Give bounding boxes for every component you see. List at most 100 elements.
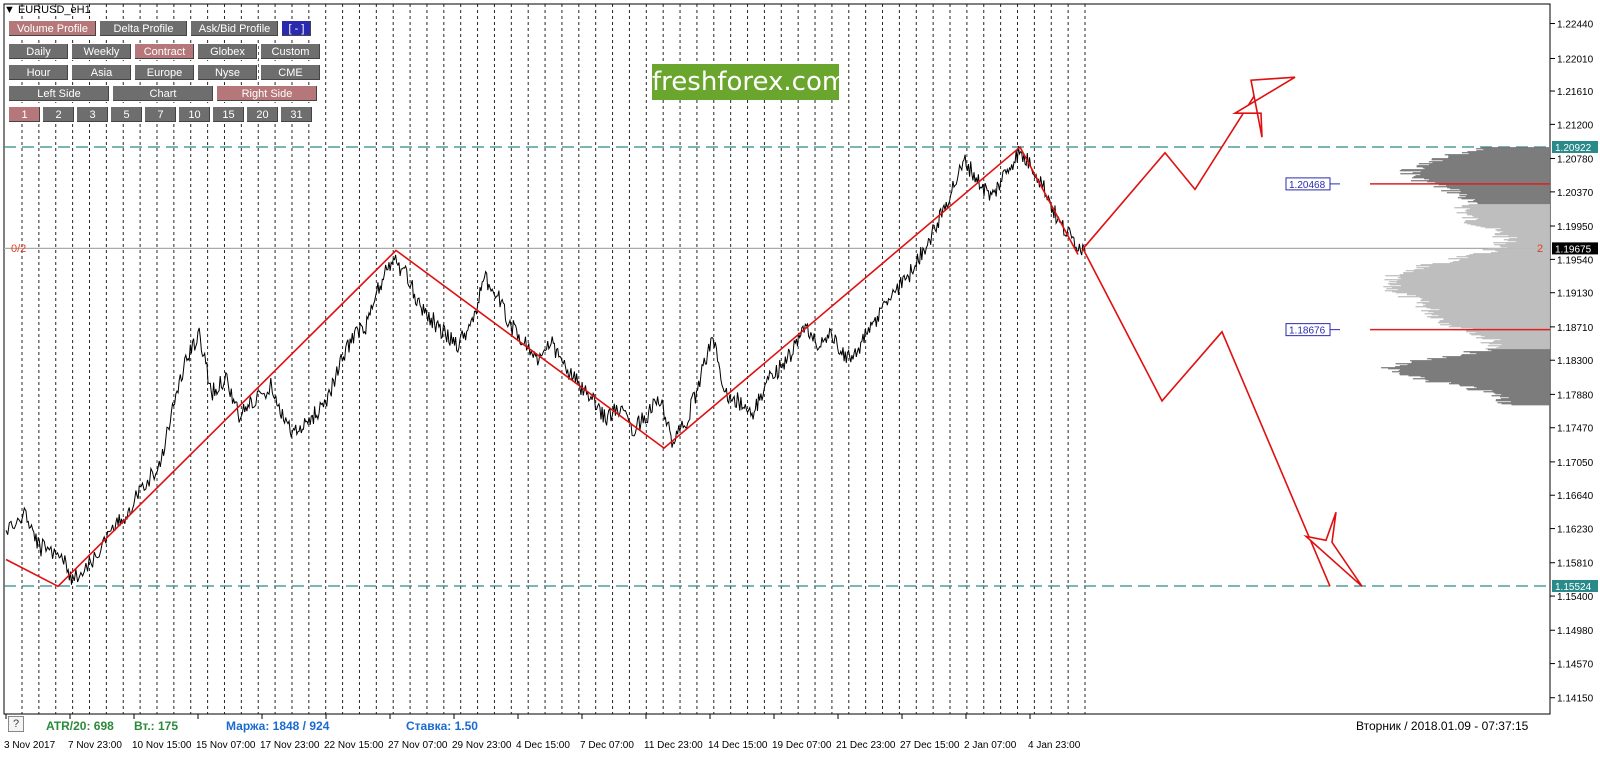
profile-bar: [1476, 150, 1550, 152]
profile-bar: [1411, 361, 1550, 363]
profile-bar: [1457, 197, 1550, 199]
profile-bar: [1480, 335, 1550, 337]
profile-bar: [1423, 305, 1550, 307]
profile-bar: [1458, 384, 1550, 386]
profile-bar: [1497, 251, 1550, 253]
panel-button-europe[interactable]: Europe: [134, 64, 195, 81]
profile-bar: [1398, 370, 1550, 372]
profile-bar: [1400, 173, 1550, 175]
profile-bar: [1415, 265, 1550, 267]
profile-bar: [1442, 356, 1550, 358]
profile-bar: [1501, 394, 1550, 396]
profile-bar: [1485, 348, 1550, 350]
profile-bar: [1428, 380, 1550, 382]
panel-button-contract[interactable]: Contract: [134, 43, 195, 60]
profile-bar: [1466, 209, 1550, 211]
panel-button-daily[interactable]: Daily: [8, 43, 69, 60]
profile-bar: [1441, 190, 1550, 192]
profile-bar: [1501, 344, 1550, 346]
panel-button-asia[interactable]: Asia: [71, 64, 132, 81]
forecast-up-line: [1082, 83, 1263, 250]
panel-button-cme[interactable]: CME: [260, 64, 321, 81]
profile-bar: [1399, 365, 1550, 367]
profile-bar: [1416, 295, 1550, 297]
profile-bar: [1495, 229, 1550, 231]
profile-bar: [1499, 346, 1550, 348]
profile-bar: [1469, 254, 1550, 256]
forecast-arrows: [1082, 76, 1363, 587]
profile-bar: [1508, 397, 1550, 399]
profile-bar: [1440, 324, 1550, 326]
panel-button-weekly[interactable]: Weekly: [71, 43, 132, 60]
profile-bar: [1474, 199, 1550, 201]
profile-bar: [1420, 300, 1550, 302]
panel-button-nyse[interactable]: Nyse: [197, 64, 258, 81]
panel-button-right-side[interactable]: Right Side: [216, 85, 318, 102]
panel-button-ask-bid-profile[interactable]: Ask/Bid Profile: [190, 20, 279, 37]
profile-bar: [1473, 216, 1550, 218]
profile-bar: [1450, 188, 1550, 190]
profile-bar: [1461, 198, 1550, 200]
profile-bar: [1410, 180, 1550, 182]
collapse-triangle-icon[interactable]: ▼: [4, 4, 15, 16]
time-tick-label: 14 Dec 15:00: [708, 740, 768, 751]
symbol-label: EURUSD_eH1: [17, 4, 91, 16]
profile-bar: [1435, 182, 1550, 184]
profile-bar: [1423, 178, 1550, 180]
profile-bar: [1439, 320, 1550, 322]
time-tick-label: 19 Dec 07:00: [772, 740, 832, 751]
profile-bar: [1383, 286, 1550, 288]
profile-bar: [1403, 272, 1550, 274]
panel-button-delta-profile[interactable]: Delta Profile: [99, 20, 188, 37]
panel-button-7[interactable]: 7: [144, 106, 177, 123]
level-tag-label: 1.20922: [1555, 143, 1592, 154]
price-tick-label: 1.19540: [1557, 255, 1594, 266]
profile-bar: [1466, 211, 1550, 213]
panel-button-chart[interactable]: Chart: [112, 85, 214, 102]
profile-bar: [1467, 389, 1550, 391]
profile-bar: [1466, 331, 1550, 333]
panel-button-left-side[interactable]: Left Side: [8, 85, 110, 102]
price-tick-label: 1.16230: [1557, 525, 1594, 536]
profile-bar: [1419, 297, 1550, 299]
profile-bar: [1431, 359, 1550, 361]
price-axis: 1.22440 1.22010 1.21610 1.21200 1.20780 1.203…: [1550, 20, 1594, 705]
poc-tag: [1285, 323, 1331, 337]
price-tick-label: 1.15400: [1557, 592, 1594, 603]
profile-bar: [1428, 161, 1550, 163]
panel-button-volume-profile[interactable]: Volume Profile: [8, 20, 97, 37]
panel-button-custom[interactable]: Custom: [260, 43, 321, 60]
panel-button-2[interactable]: 2: [42, 106, 75, 123]
profile-bar: [1407, 364, 1550, 366]
profile-bar: [1475, 148, 1550, 150]
panel-button-20[interactable]: 20: [246, 106, 279, 123]
profile-bar: [1503, 239, 1550, 241]
profile-bar: [1454, 207, 1550, 209]
panel-button-globex[interactable]: Globex: [197, 43, 258, 60]
profile-bar: [1425, 304, 1550, 306]
help-icon[interactable]: ?: [8, 716, 24, 732]
profile-bar: [1482, 249, 1550, 251]
profile-bar: [1424, 168, 1550, 170]
panel-button-3[interactable]: 3: [76, 106, 109, 123]
profile-bar: [1509, 238, 1550, 240]
profile-bar: [1433, 186, 1550, 188]
time-tick-label: 22 Nov 15:00: [324, 740, 384, 751]
profile-bar: [1491, 350, 1550, 352]
panel-button-[interactable]: [ - ]: [281, 20, 312, 37]
margin-readout: Маржа: 1848 / 924: [226, 719, 330, 733]
panel-button-31[interactable]: 31: [280, 106, 313, 123]
profile-bar: [1412, 177, 1550, 179]
panel-button-1[interactable]: 1: [8, 106, 41, 123]
profile-bar: [1397, 296, 1550, 298]
profile-bar: [1446, 357, 1550, 359]
panel-button-5[interactable]: 5: [110, 106, 143, 123]
price-tick-label: 1.17470: [1557, 424, 1594, 435]
panel-button-10[interactable]: 10: [178, 106, 211, 123]
time-tick-label: 2 Jan 07:00: [964, 740, 1017, 751]
profile-bar: [1428, 311, 1550, 313]
panel-button-hour[interactable]: Hour: [8, 64, 69, 81]
profile-bar: [1395, 366, 1550, 368]
panel-button-15[interactable]: 15: [212, 106, 245, 123]
